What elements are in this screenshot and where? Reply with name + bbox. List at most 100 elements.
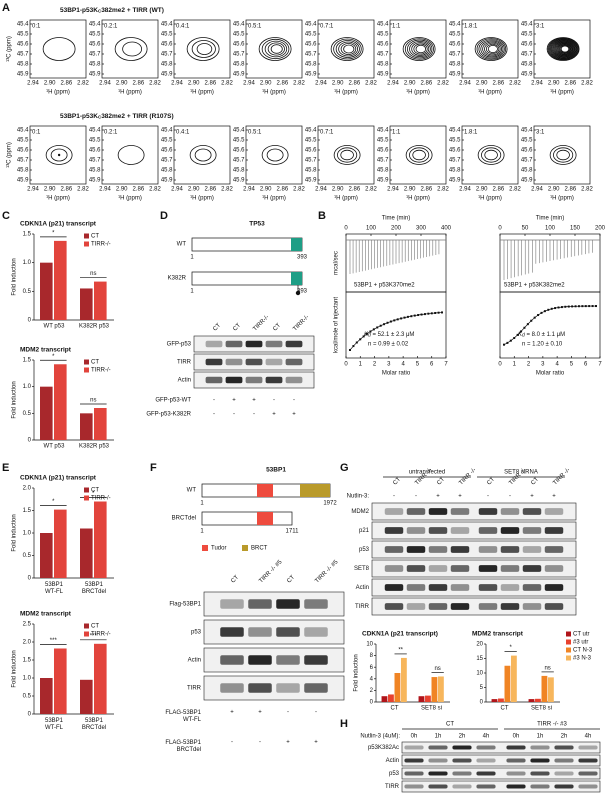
y-tick-label: 45.5 [17,138,29,144]
y-tick-label: 0.5 [23,289,32,295]
x-tick-label: 2.90 [188,81,200,87]
x-tick-label: 2.90 [44,81,56,87]
x-tick-label: 2.82 [149,187,161,193]
spectrum-frame [317,19,375,79]
y-tick-label: 1.5 [23,658,32,664]
bar [54,240,67,320]
y-tick-label: 45.8 [521,168,533,174]
band [265,340,283,348]
lane-label: CT [436,476,446,486]
x-tick-label: 53BP1 BRCTdel [82,718,106,731]
x-tick-label: 2.94 [531,81,543,87]
band [285,358,303,366]
bar [528,699,535,702]
x-tick-label: 2.90 [548,187,560,193]
condition-mark: + [252,398,256,404]
band [428,527,448,534]
contour [191,40,216,58]
contour [474,37,508,61]
row-label: Actin [178,378,191,384]
title-part: 382me2 + TIRR (R107S) [101,113,173,120]
contour [42,37,76,61]
x-tick-label: 6 [430,362,434,368]
contour [555,42,574,56]
bar [54,509,67,578]
band [428,745,448,750]
band [452,784,472,789]
x-tick-label: 2.82 [221,81,233,87]
band [248,683,272,693]
y-axis-label: kcal/mole of injectant [334,297,340,353]
contour [547,37,579,61]
x-tick-label: 2.86 [60,81,72,87]
x-tick-label: 2.90 [260,187,272,193]
x-tick-label: 2.90 [476,81,488,87]
band [530,771,550,776]
y-tick-label: 20 [476,642,483,648]
y-tick-label: 45.4 [521,128,533,134]
row-label: p53K382Ac [368,745,399,751]
kd-part: K [364,332,369,338]
condition-mark: - [509,494,511,500]
x-tick-label: 300 [416,226,427,232]
residue-end: 1972 [323,501,337,507]
condition-mark: - [287,710,289,716]
band [500,584,520,591]
x-tick-label: 2.94 [315,187,327,193]
y-tick-label: 45.6 [89,148,101,154]
y-tick-label: 45.4 [377,128,389,134]
x-tick-label: 6 [584,362,588,368]
spectrum-frame [173,125,231,185]
spectra-title: 53BP1-p53KC382me2 + TIRR (WT) [60,7,164,14]
x-tick-label: 2.82 [77,187,89,193]
band [205,340,223,348]
x-tick-label: 0 [344,226,348,232]
x-tick-label: 2.86 [348,81,360,87]
y-tick-label: 45.4 [377,22,389,28]
y-tick-label: 45.4 [17,22,29,28]
contour [194,148,212,162]
x-axis-label: ¹H (ppm) [550,90,574,96]
panel-letter: E [2,462,9,474]
title-part: 382me2 + TIRR (WT) [101,7,164,14]
bar [498,698,504,702]
band [476,784,496,789]
x-tick-label: CT [501,706,509,712]
y-tick-label: 45.8 [17,168,29,174]
y-tick-label: 45.6 [521,42,533,48]
contour [340,43,357,55]
contour [553,41,575,57]
significance-label: ns [434,666,440,672]
lane-label: CT [272,322,282,332]
y-tick-label: 1.0 [23,531,32,537]
itc-fit [503,305,597,345]
y-tick-label: 45.4 [161,128,173,134]
band [428,584,448,591]
contour [477,145,505,165]
domain [291,238,302,251]
band [406,603,426,610]
y-tick-label: 1.5 [23,358,32,364]
residue-end: 393 [297,289,308,295]
legend-label: CT N-3 [573,648,593,654]
condition-mark: + [292,412,296,418]
band [265,358,283,366]
bar [425,695,431,702]
x-tick-label: 2.90 [476,187,488,193]
y-tick-label: 2 [370,688,374,694]
x-tick-label: 1 [359,362,363,368]
lane-label: TIRR -/- #5 [314,559,340,585]
peak-dot [57,153,61,157]
y-tick-label: 45.5 [233,32,245,38]
contour [267,42,285,56]
band [506,758,526,763]
contour [270,44,283,54]
row-label: Flag-53BP1 [169,602,201,608]
x-tick-label: 2.94 [27,81,39,87]
y-tick-label: 45.4 [449,128,461,134]
spectrum-frame [389,19,447,79]
x-axis-label: ¹H (ppm) [262,196,286,202]
panel-letter: H [340,718,348,730]
condition-label: GFP-p53-WT [155,398,191,404]
